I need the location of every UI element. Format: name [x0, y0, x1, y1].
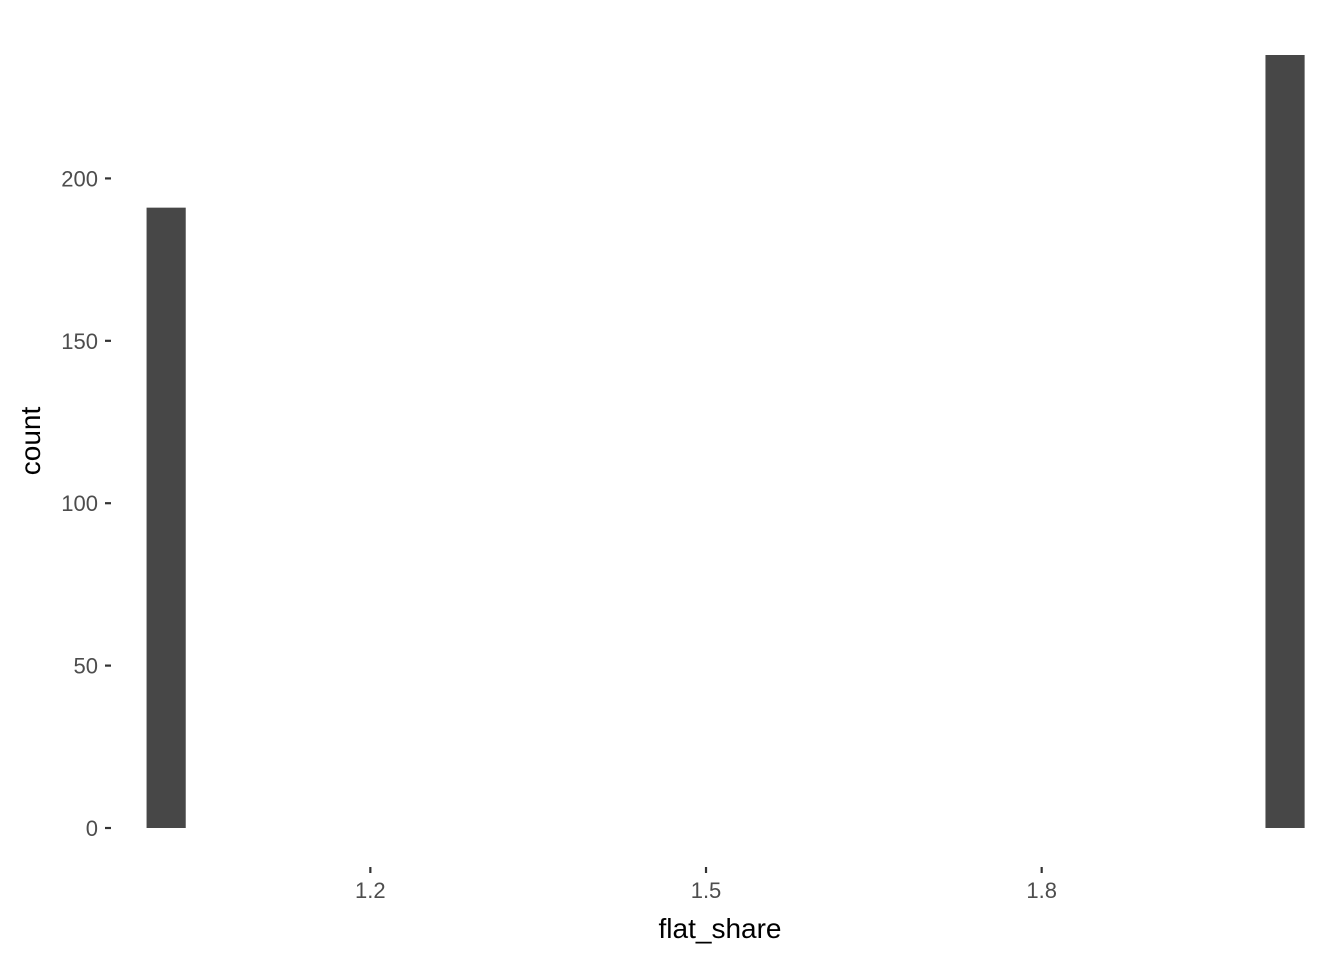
x-axis-title: flat_share — [659, 913, 782, 944]
x-tick-label: 1.8 — [1026, 878, 1057, 903]
y-tick-label: 50 — [74, 654, 98, 679]
y-axis: 0 50 100 150 200 — [61, 166, 111, 841]
x-tick-label: 1.5 — [691, 878, 722, 903]
y-tick-label: 0 — [86, 816, 98, 841]
y-axis-title: count — [15, 407, 46, 476]
x-tick-label: 1.2 — [355, 878, 386, 903]
y-tick-label: 100 — [61, 491, 98, 516]
histogram-bar-2 — [1265, 55, 1305, 828]
histogram-bar-1 — [146, 207, 186, 829]
bars-layer — [146, 55, 1305, 829]
y-tick-label: 200 — [61, 166, 98, 191]
y-tick-label: 150 — [61, 329, 98, 354]
x-axis: 1.2 1.5 1.8 — [355, 867, 1057, 903]
